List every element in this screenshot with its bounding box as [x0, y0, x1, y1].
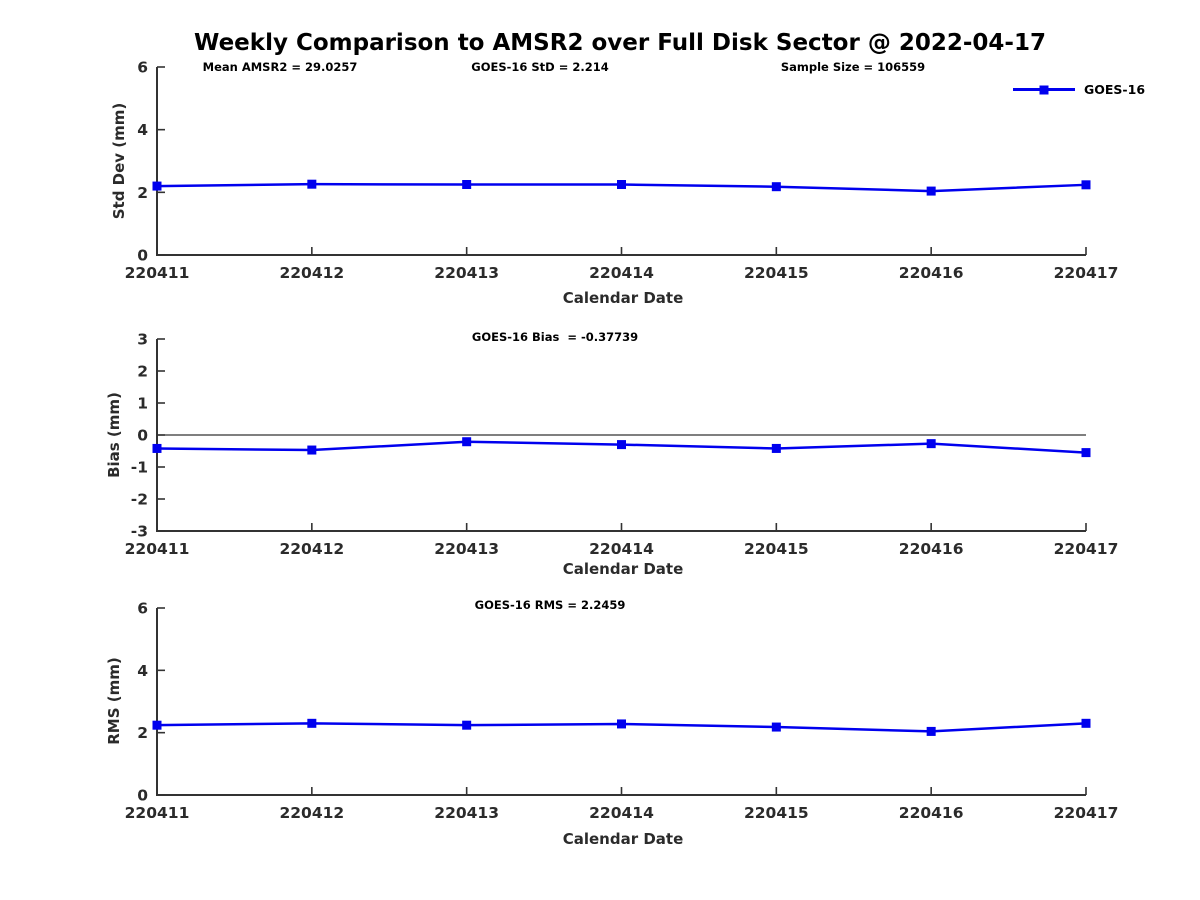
x-tick-label: 220417: [1054, 540, 1119, 558]
goes-16-marker: [462, 720, 472, 730]
x-tick-label: 220416: [899, 540, 964, 558]
goes-16-marker: [307, 179, 317, 189]
x-tick-label: 220415: [744, 804, 809, 822]
x-tick-label: 220415: [744, 540, 809, 558]
y-tick-label: 6: [137, 600, 148, 618]
x-tick-label: 220412: [279, 804, 344, 822]
goes-16-marker: [1081, 180, 1091, 190]
x-tick-label: 220416: [899, 804, 964, 822]
ylabel-bias: Bias (mm): [105, 392, 123, 478]
x-tick-label: 220414: [589, 804, 654, 822]
goes-16-marker: [152, 181, 162, 191]
goes-16-marker: [307, 718, 317, 728]
x-tick-label: 220416: [899, 264, 964, 282]
x-tick-label: 220412: [279, 540, 344, 558]
ylabel-std-dev: Std Dev (mm): [110, 102, 128, 220]
x-tick-label: 220415: [744, 264, 809, 282]
y-tick-label: 0: [137, 247, 148, 265]
goes-16-marker: [617, 440, 626, 450]
y-tick-label: 2: [137, 363, 148, 381]
goes-16-marker: [617, 719, 626, 729]
goes-16-marker: [926, 186, 936, 196]
stat-sample-size: Sample Size = 106559: [780, 60, 926, 74]
y-tick-label: -1: [131, 459, 148, 477]
goes-16-marker: [462, 180, 472, 189]
x-tick-label: 220412: [279, 264, 344, 282]
stat-mean-amsr2: Mean AMSR2 = 29.0257: [202, 60, 358, 74]
legend-line-sample-icon: [1013, 85, 1075, 94]
x-tick-label: 220414: [589, 540, 654, 558]
y-tick-label: 4: [137, 662, 148, 680]
std-dev-plot: 0 2 4 6 220411 220412 220413 220414 220415 220416…: [125, 59, 1119, 283]
bias-plot: -3 -2 -1 0 1 2 3 220411 220412 220413 220414 220415…: [125, 331, 1119, 559]
goes-16-marker: [926, 439, 936, 449]
x-tick-label: 220411: [125, 264, 190, 282]
x-tick-label: 220413: [434, 264, 499, 282]
goes-16-marker: [307, 445, 317, 455]
xlabel-calendar-date-2: Calendar Date: [562, 560, 684, 578]
y-tick-label: 0: [137, 427, 148, 445]
goes-16-marker: [1081, 448, 1091, 458]
stat-goes16-bias: GOES-16 Bias = -0.37739: [471, 330, 639, 344]
goes-16-marker: [462, 437, 472, 447]
x-tick-label: 220413: [434, 804, 499, 822]
goes-16-marker: [1081, 718, 1091, 728]
y-tick-label: 2: [137, 724, 148, 742]
x-tick-label: 220413: [434, 540, 499, 558]
y-tick-label: 3: [137, 331, 148, 349]
rms-plot: 0 2 4 6 220411 220412 220413 220414 220415 220416…: [125, 600, 1119, 823]
legend: GOES-16: [1013, 82, 1145, 97]
stat-goes16-rms: GOES-16 RMS = 2.2459: [474, 598, 626, 612]
x-tick-label: 220417: [1054, 804, 1119, 822]
x-tick-label: 220417: [1054, 264, 1119, 282]
goes-16-marker: [771, 443, 781, 453]
y-tick-label: -3: [131, 523, 148, 541]
y-tick-label: 6: [137, 59, 148, 77]
ylabel-rms: RMS (mm): [105, 657, 123, 745]
axis-spines: [156, 67, 1086, 256]
x-tick-label: 220411: [125, 804, 190, 822]
goes-16-marker: [152, 443, 162, 453]
stat-goes16-std: GOES-16 StD = 2.214: [471, 60, 609, 74]
goes-16-marker: [771, 722, 781, 732]
x-tick-label: 220411: [125, 540, 190, 558]
figure-title: Weekly Comparison to AMSR2 over Full Dis…: [194, 30, 1046, 56]
y-tick-label: 2: [137, 184, 148, 202]
legend-label: GOES-16: [1084, 82, 1146, 97]
goes-16-marker: [771, 182, 781, 192]
y-tick-label: 0: [137, 787, 148, 805]
xlabel-calendar-date-1: Calendar Date: [562, 289, 684, 307]
goes-16-marker: [617, 180, 626, 189]
y-tick-label: 1: [137, 395, 148, 413]
goes-16-marker: [152, 720, 162, 730]
axis-spines: [156, 608, 1086, 796]
goes-16-marker: [926, 726, 936, 736]
y-tick-label: -2: [131, 491, 148, 509]
legend-square-marker-icon: [1039, 85, 1049, 94]
xlabel-calendar-date-3: Calendar Date: [562, 830, 684, 848]
y-tick-label: 4: [137, 121, 148, 139]
x-tick-label: 220414: [589, 264, 654, 282]
